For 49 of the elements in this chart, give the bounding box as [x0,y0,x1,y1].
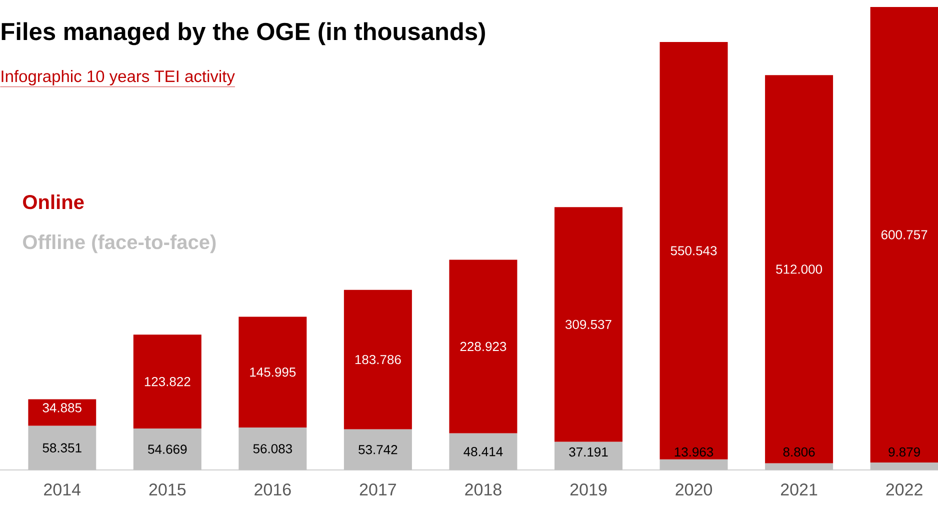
bar [238,427,307,470]
bar [660,459,728,470]
bar [344,429,412,470]
data-label: 34.885 [42,403,82,412]
data-label: 9.879 [888,447,920,457]
data-label: 512.000 [776,264,822,274]
x-tick-label: 2020 [676,484,712,496]
data-label: 56.083 [253,444,292,454]
x-tick-label: 2017 [360,484,396,496]
data-label: 550.543 [670,246,717,256]
bar [449,433,518,470]
x-tick-label: 2018 [465,484,502,496]
data-label: 54.669 [148,444,187,454]
x-tick-label: 2022 [886,484,922,496]
bar [28,399,96,426]
bar [28,426,96,470]
bar [870,6,938,462]
data-label: 58.351 [42,443,82,452]
bar [133,428,202,470]
x-tick-label: 2021 [780,484,818,496]
data-label: 48.414 [464,447,503,456]
bar [660,42,728,460]
data-label: 13.963 [674,447,714,457]
text: Infographic 10 years TEI activity [2,70,235,86]
data-label: 123.822 [144,376,190,386]
x-tick-label: 2019 [570,484,607,496]
x-tick-label: 2016 [254,484,291,496]
bar [870,462,938,470]
text: Files managed by the OGE (in thousands) [2,22,485,46]
bar [238,316,307,428]
data-label: 8.806 [783,447,815,457]
bar [449,260,518,434]
data-label: 183.786 [355,354,401,364]
data-label: 145.995 [250,368,296,377]
data-label: 600.757 [881,230,928,240]
data-label: 309.537 [565,320,612,330]
x-tick-label: 2015 [149,484,186,496]
text: Online [23,194,84,210]
bar [554,207,622,442]
data-label: 228.923 [460,342,506,352]
data-label: 37.191 [569,447,608,457]
bar [765,463,834,470]
bar [344,290,412,430]
bar [133,334,202,429]
bar [554,442,622,470]
bar [765,75,834,464]
x-tick-label: 2014 [44,484,81,496]
text: Offline (face-to-face) [23,234,216,254]
data-label: 53.742 [358,445,398,454]
